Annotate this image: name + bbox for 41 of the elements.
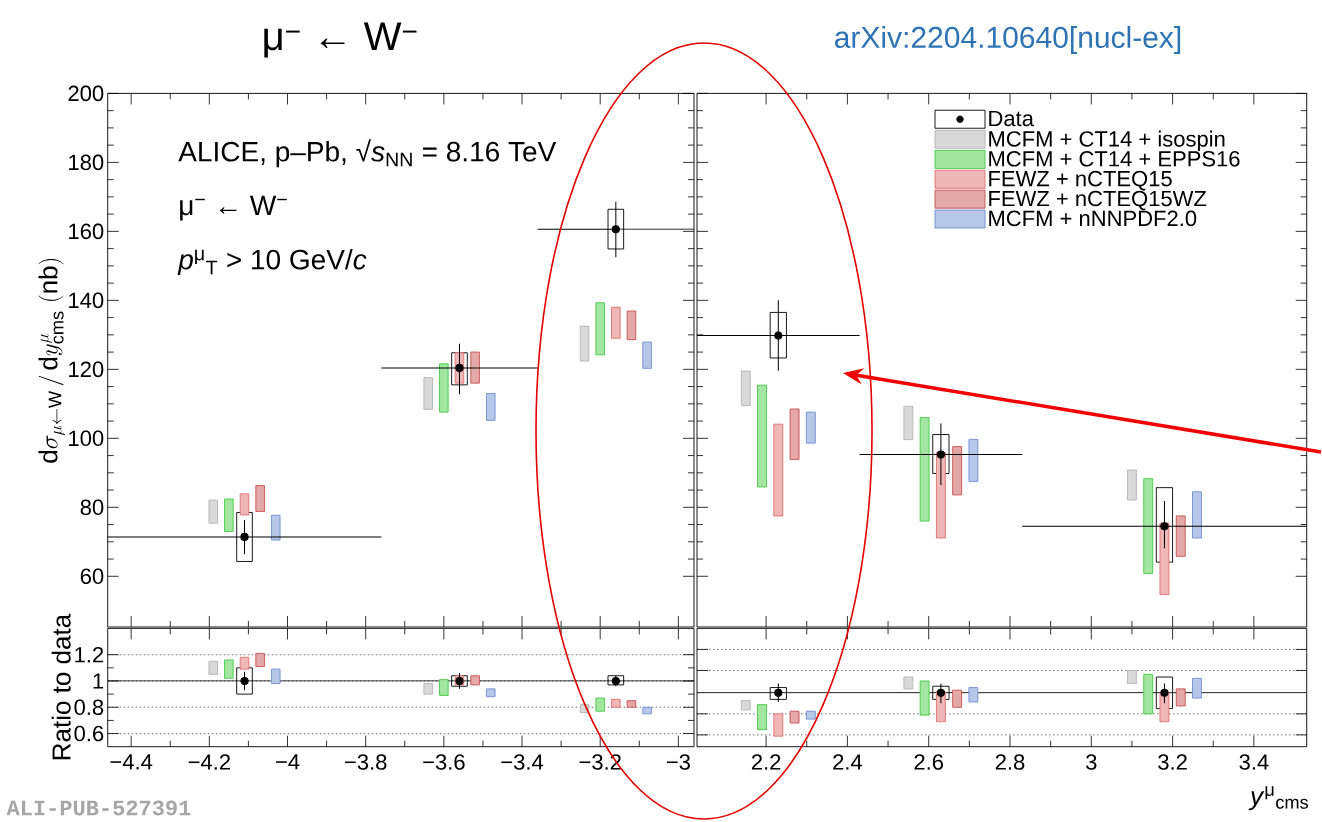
x-tick-label: 2.6 [914,754,944,770]
x-tick-label: −4 [276,754,300,770]
y-tick-label: 80 [80,499,104,516]
y-tick-label: 140 [69,292,104,309]
y-tick-label: 100 [69,430,104,447]
y-tick-label: 200 [68,85,104,102]
x-tick-label: −3.6 [423,754,465,770]
legend-label: MCFM + nNNPDF2.0 [989,210,1197,227]
annotation: μ$^{−}$ ← W$^{−}$ [180,195,287,221]
x-tick-label: −3.4 [501,754,544,770]
x-tick-label: 3.4 [1239,754,1269,770]
y-tick-label: 60 [80,568,104,585]
x-tick-label: 2.8 [995,754,1025,770]
y-axis-title: Ratio to data [51,613,71,760]
legend-label: MCFM + CT14 + isospin [989,130,1225,152]
y-tick-label: 160 [69,223,104,240]
y-tick-label: 0.8 [74,699,104,716]
x-tick-label: −4.2 [188,754,230,770]
x-tick-label: 2.4 [833,754,863,770]
legend-label: FEWZ + nCTEQ15WZ [989,190,1207,211]
annotation: ALICE, p–Pb, √s$_{NN}$ = 8.16 TeV [178,139,557,168]
legend-label: Data [989,110,1034,127]
x-tick-label: 3.2 [1158,754,1187,770]
y-tick-label: 120 [69,361,104,378]
x-tick-label: 2.2 [751,754,781,770]
x-tick-label: −4.4 [110,754,153,770]
y-tick-label: 0.6 [74,725,104,742]
x-tick-label: −3 [666,754,690,770]
annotation: p$^{μ}$$_{T}$ > 10 GeV/c [177,248,367,276]
x-tick-label: 3 [1086,754,1097,770]
chart-title: μ$^{−}$ ← W$^{−}$ [264,22,417,58]
legend-label: FEWZ + nCTEQ15 [989,170,1172,191]
x-axis-title: y$^{μ}$cms [1248,786,1309,811]
x-tick-label: −3.8 [345,754,387,770]
text: arXiv:2204.10640[nucl-ex] [835,26,1181,54]
y-tick-label: 180 [69,154,104,171]
y-tick-label: 1.2 [75,647,104,663]
legend-label: MCFM + CT14 + EPPS16 [989,151,1240,167]
text: ALI-PUB-527391 [6,800,191,816]
y-axis-title: $\mathrm{d}\sigma_{\mu \leftarrow \mathrm{W}}\,/\,\mathrm{d}y^{\mu}_{\mathrm{cms}}\ (\mathrm{nb})$ [38,258,65,463]
y-tick-label: 1 [93,673,104,689]
